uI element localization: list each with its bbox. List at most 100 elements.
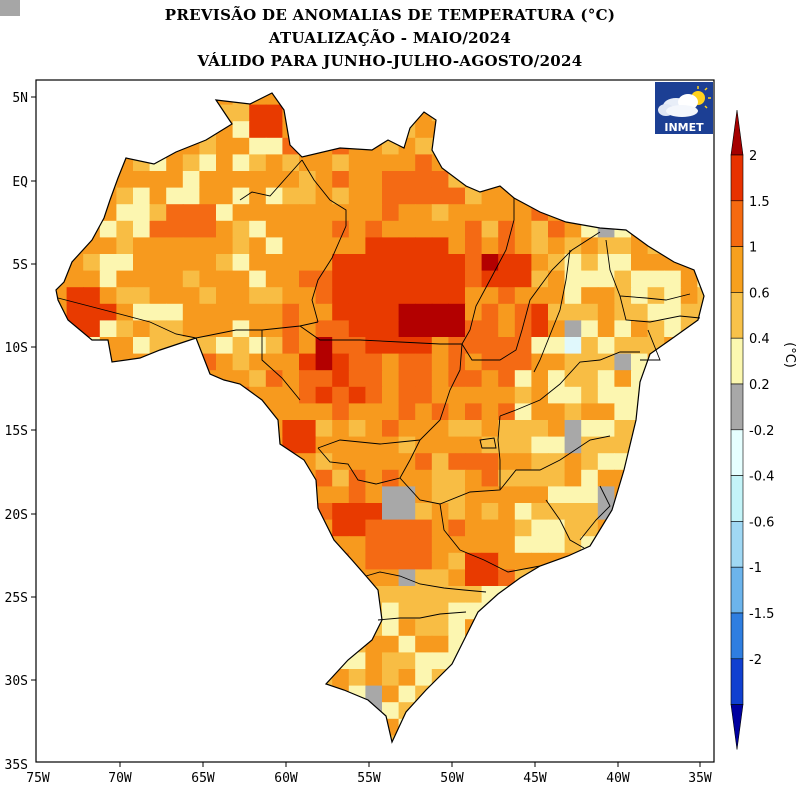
anomaly-cell	[415, 337, 433, 355]
anomaly-cell	[465, 436, 483, 454]
anomaly-cell	[166, 220, 184, 238]
colorbar-segment	[730, 154, 744, 202]
anomaly-cell	[332, 436, 350, 454]
anomaly-cell	[448, 503, 466, 521]
anomaly-cell	[365, 436, 383, 454]
anomaly-cell	[465, 353, 483, 371]
anomaly-cell	[382, 536, 400, 554]
anomaly-cell	[498, 386, 516, 404]
lon-label: 60W	[274, 771, 298, 786]
anomaly-cell	[299, 420, 317, 438]
anomaly-cell	[365, 669, 383, 687]
anomaly-cell	[415, 453, 433, 471]
anomaly-cell	[398, 453, 416, 471]
anomaly-cell	[299, 154, 317, 172]
anomaly-cell	[597, 270, 615, 288]
anomaly-cell	[597, 453, 615, 471]
anomaly-cell	[398, 237, 416, 255]
anomaly-cell	[299, 270, 317, 288]
anomaly-cell	[382, 254, 400, 272]
lat-label: 5S	[12, 258, 28, 273]
anomaly-cell	[382, 403, 400, 421]
anomaly-cell	[332, 287, 350, 305]
anomaly-cell	[597, 303, 615, 321]
anomaly-cell	[448, 303, 466, 321]
anomaly-cell	[249, 187, 267, 205]
anomaly-cell	[647, 303, 665, 321]
anomaly-cell	[182, 270, 200, 288]
anomaly-cell	[448, 519, 466, 537]
anomaly-cell	[415, 519, 433, 537]
anomaly-cell	[382, 486, 400, 504]
anomaly-cell	[133, 303, 151, 321]
anomaly-cell	[465, 270, 483, 288]
anomaly-cell	[597, 337, 615, 355]
anomaly-cell	[116, 287, 134, 305]
anomaly-cell	[498, 287, 516, 305]
anomaly-cell	[465, 586, 483, 604]
anomaly-cell	[481, 453, 499, 471]
anomaly-cell	[431, 320, 449, 338]
anomaly-cell	[448, 254, 466, 272]
anomaly-cell	[365, 519, 383, 537]
anomaly-cell	[581, 287, 599, 305]
anomaly-cell	[481, 237, 499, 255]
anomaly-cell	[415, 237, 433, 255]
anomaly-cell	[514, 453, 532, 471]
anomaly-cell	[199, 320, 217, 338]
anomaly-cell	[514, 436, 532, 454]
anomaly-cell	[382, 669, 400, 687]
anomaly-cell	[465, 337, 483, 355]
anomaly-cell	[431, 635, 449, 653]
anomaly-cell	[448, 204, 466, 222]
anomaly-cell	[581, 403, 599, 421]
state-borders	[57, 159, 701, 621]
anomaly-cell	[365, 453, 383, 471]
anomaly-cell	[282, 237, 300, 255]
anomaly-cell	[232, 154, 250, 172]
anomaly-cell	[365, 536, 383, 554]
anomaly-cell	[548, 254, 566, 272]
anomaly-cell	[299, 436, 317, 454]
anomaly-cell	[348, 237, 366, 255]
anomaly-cell	[265, 353, 283, 371]
anomaly-cell	[348, 154, 366, 172]
anomaly-cell	[398, 187, 416, 205]
anomaly-cell	[548, 237, 566, 255]
anomaly-cell	[149, 320, 167, 338]
anomaly-cell	[398, 569, 416, 587]
anomaly-cell	[448, 453, 466, 471]
anomaly-cell	[265, 270, 283, 288]
anomaly-cell	[199, 220, 217, 238]
anomaly-cell	[431, 386, 449, 404]
anomaly-cell	[133, 171, 151, 189]
anomaly-cell	[448, 270, 466, 288]
anomaly-cell	[315, 453, 333, 471]
anomaly-cell	[348, 187, 366, 205]
anomaly-cell	[481, 287, 499, 305]
anomaly-cell	[83, 270, 101, 288]
anomaly-cell	[498, 453, 516, 471]
colorbar-segment	[730, 566, 744, 614]
anomaly-cell	[332, 303, 350, 321]
anomaly-cell	[597, 486, 615, 504]
anomaly-cell	[631, 303, 649, 321]
anomaly-cell	[299, 320, 317, 338]
anomaly-cell	[465, 486, 483, 504]
anomaly-cell	[382, 702, 400, 720]
colorbar-unit: (°C)	[782, 342, 797, 368]
anomaly-cell	[647, 270, 665, 288]
anomaly-cell	[581, 270, 599, 288]
anomaly-cell	[133, 270, 151, 288]
logo-text: INMET	[664, 121, 704, 134]
anomaly-cell	[348, 669, 366, 687]
anomaly-cell	[431, 403, 449, 421]
anomaly-cell	[548, 420, 566, 438]
anomaly-cell	[348, 420, 366, 438]
anomaly-cell	[166, 320, 184, 338]
anomaly-cell	[282, 420, 300, 438]
anomaly-cell	[382, 569, 400, 587]
colorbar-label: -1	[749, 561, 762, 576]
anomaly-cell	[431, 370, 449, 388]
anomaly-cell	[249, 237, 267, 255]
